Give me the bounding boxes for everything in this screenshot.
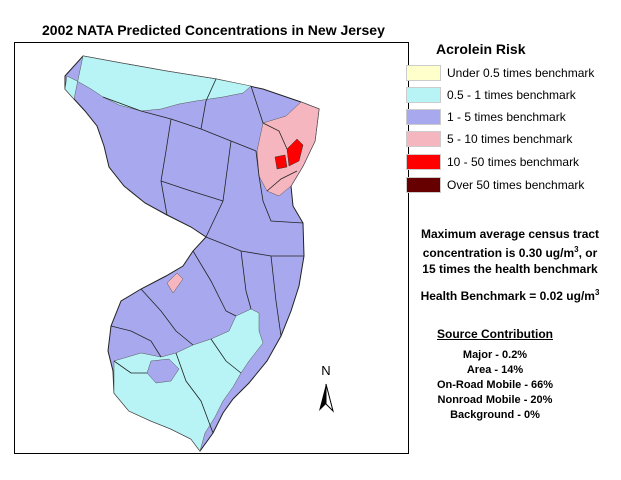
source-item: Nonroad Mobile - 20% (437, 394, 553, 406)
legend-label: 10 - 50 times benchmark (447, 155, 580, 169)
source-item: Major - 0.2% (462, 349, 528, 361)
map-title: 2002 NATA Predicted Concentrations in Ne… (42, 22, 385, 38)
source-contribution-list: Major - 0.2% Area - 14% On-Road Mobile -… (410, 348, 580, 423)
legend-item-five-to-ten: 5 - 10 times benchmark (406, 130, 572, 148)
north-label: N (321, 363, 330, 378)
legend-item-over-fifty: Over 50 times benchmark (406, 176, 584, 194)
legend-swatch (406, 154, 441, 170)
health-benchmark: Health Benchmark = 0.02 ug/m3 (420, 288, 600, 303)
legend-swatch (406, 87, 441, 103)
legend-swatch (406, 109, 441, 125)
legend-item-one-to-five: 1 - 5 times benchmark (406, 108, 566, 126)
nj-map: N (64, 55, 334, 452)
source-item: On-Road Mobile - 66% (436, 379, 554, 391)
legend-label: Over 50 times benchmark (447, 178, 585, 192)
max-line-1: Maximum average census tract (420, 227, 600, 241)
max-line-3: 15 times the health benchmark (422, 262, 598, 276)
legend-swatch (406, 131, 441, 147)
legend-title: Acrolein Risk (436, 41, 526, 57)
map-frame: N (14, 42, 409, 454)
source-contribution-title: Source Contribution (437, 327, 553, 341)
region-high-2 (274, 154, 288, 170)
source-item: Background - 0% (450, 409, 540, 421)
county-boundaries (102, 78, 304, 434)
north-arrow-icon (319, 383, 334, 413)
legend-label: Under 0.5 times benchmark (447, 66, 595, 80)
region-high-1 (286, 138, 304, 167)
legend-label: 5 - 10 times benchmark (447, 132, 573, 146)
legend-label: 1 - 5 times benchmark (447, 110, 566, 124)
legend-swatch (406, 177, 441, 193)
region-mid-west (166, 272, 184, 294)
max-concentration-note: Maximum average census tract concentrati… (410, 226, 610, 277)
max-line-2: concentration is 0.30 ug/m3, or (422, 245, 598, 260)
legend-item-under-half: Under 0.5 times benchmark (406, 64, 594, 82)
legend-swatch (406, 65, 441, 81)
legend-item-half-to-one: 0.5 - 1 times benchmark (406, 86, 576, 104)
legend-item-ten-to-fifty: 10 - 50 times benchmark (406, 153, 579, 171)
source-item: Area - 14% (466, 364, 524, 376)
legend-label: 0.5 - 1 times benchmark (447, 88, 576, 102)
